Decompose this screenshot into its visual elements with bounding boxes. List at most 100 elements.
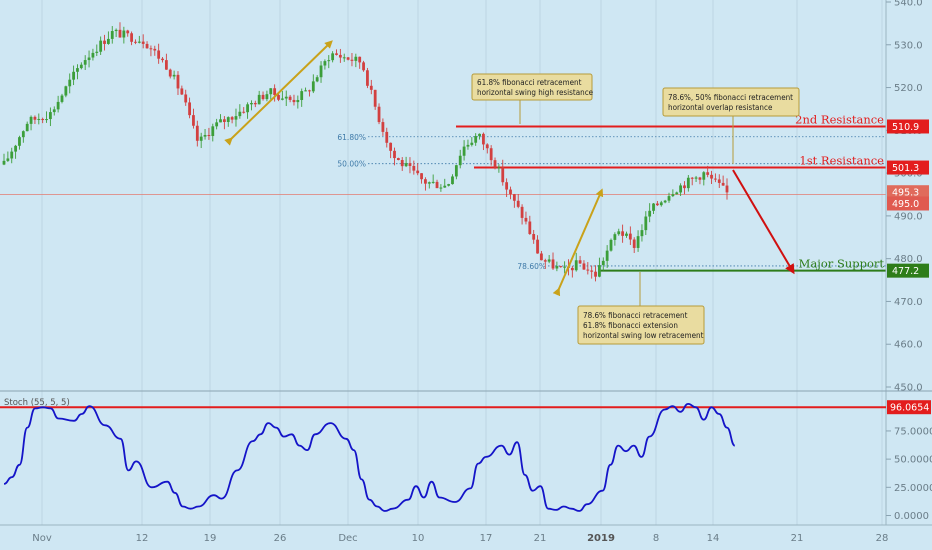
candle-body [45, 119, 48, 121]
candle-body [640, 230, 644, 237]
candle [180, 85, 184, 96]
candle-body [253, 102, 257, 105]
candle-body [52, 109, 56, 113]
candle-body [435, 181, 439, 189]
candle-body [424, 179, 427, 184]
candle-body [625, 233, 628, 236]
x-tick-label: 21 [791, 533, 804, 544]
candle-body [520, 206, 524, 218]
candle-body [76, 68, 79, 72]
price-tag [887, 196, 929, 211]
note-2-line-1: 78.6%, 50% fibonacci retracement [668, 93, 793, 102]
candle-body [721, 182, 725, 186]
candle-body [168, 69, 172, 77]
candle-body [540, 253, 543, 261]
x-tick-label: 8 [653, 533, 659, 544]
candle-body [574, 260, 578, 271]
stoch-line [3, 402, 736, 512]
candle-body [377, 106, 381, 123]
candle [64, 85, 68, 98]
candle-body [110, 31, 114, 39]
candle-body [644, 216, 648, 231]
candle-body [277, 95, 280, 100]
candle-body [501, 167, 505, 183]
note-3-box [577, 305, 705, 345]
candle [114, 28, 118, 38]
candle-body [25, 123, 29, 132]
candle-body [605, 250, 609, 261]
candle-body [176, 74, 180, 89]
candle [617, 228, 621, 236]
candle-body [331, 53, 335, 61]
candle-body [184, 94, 188, 103]
note-1-line-1: 61.8% fibonacci retracement [477, 78, 582, 87]
level-label: 2nd Resistance [795, 112, 884, 126]
candle [717, 174, 721, 188]
candle-body [663, 200, 667, 203]
candle [207, 127, 211, 140]
candle-body [219, 119, 222, 123]
candle-body [37, 118, 41, 120]
candle [373, 89, 377, 110]
candle-body [273, 88, 277, 96]
candle-body [690, 177, 694, 179]
candle-body [99, 40, 103, 52]
candle-body [222, 119, 226, 122]
candle [408, 157, 412, 174]
candle-body [594, 271, 597, 277]
candle-body [408, 163, 412, 166]
candle [188, 97, 191, 119]
candle-body [613, 234, 617, 240]
candle-body [656, 203, 659, 206]
candle-body [470, 142, 474, 145]
candle [157, 43, 161, 64]
candle-body [451, 176, 454, 185]
candle-body [694, 177, 698, 179]
candle [427, 181, 431, 189]
candle-body [14, 145, 17, 152]
candle [381, 118, 385, 136]
candle-body [474, 136, 478, 143]
candle-body [555, 266, 559, 269]
candle-body [134, 41, 137, 43]
price-tag-label: 495.0 [892, 199, 919, 210]
price-tag [887, 160, 929, 175]
candle [454, 164, 458, 180]
candle [640, 224, 644, 242]
candle-body [161, 58, 164, 61]
y-tick-label: 450.0 [894, 383, 923, 394]
candle-body [454, 165, 458, 177]
candle [683, 181, 686, 195]
candle-body [188, 102, 191, 116]
candle-body [679, 185, 683, 193]
candle-body [83, 60, 87, 65]
candle [37, 113, 41, 125]
candle-body [393, 150, 396, 159]
candle-body [164, 60, 168, 70]
candle-body [319, 65, 323, 78]
candle [424, 177, 427, 191]
candle-body [350, 59, 354, 61]
candle [91, 48, 95, 61]
candle-body [346, 57, 350, 60]
candle-body [95, 51, 99, 53]
candle [501, 159, 505, 186]
candle-body [10, 151, 14, 159]
candle [512, 193, 516, 208]
candle [520, 204, 524, 225]
note-2-box [662, 87, 800, 117]
candle [2, 153, 6, 166]
candle [400, 157, 404, 171]
candle [153, 45, 157, 56]
x-tick-label: 12 [136, 533, 149, 544]
candle-body [141, 41, 145, 44]
candle [636, 230, 640, 252]
candle [451, 174, 454, 185]
candle-body [64, 86, 68, 96]
candle-body [114, 29, 118, 32]
candle-body [157, 50, 161, 59]
candle [725, 178, 729, 200]
note-3-line-2: 61.8% fibonacci extension [583, 321, 678, 330]
